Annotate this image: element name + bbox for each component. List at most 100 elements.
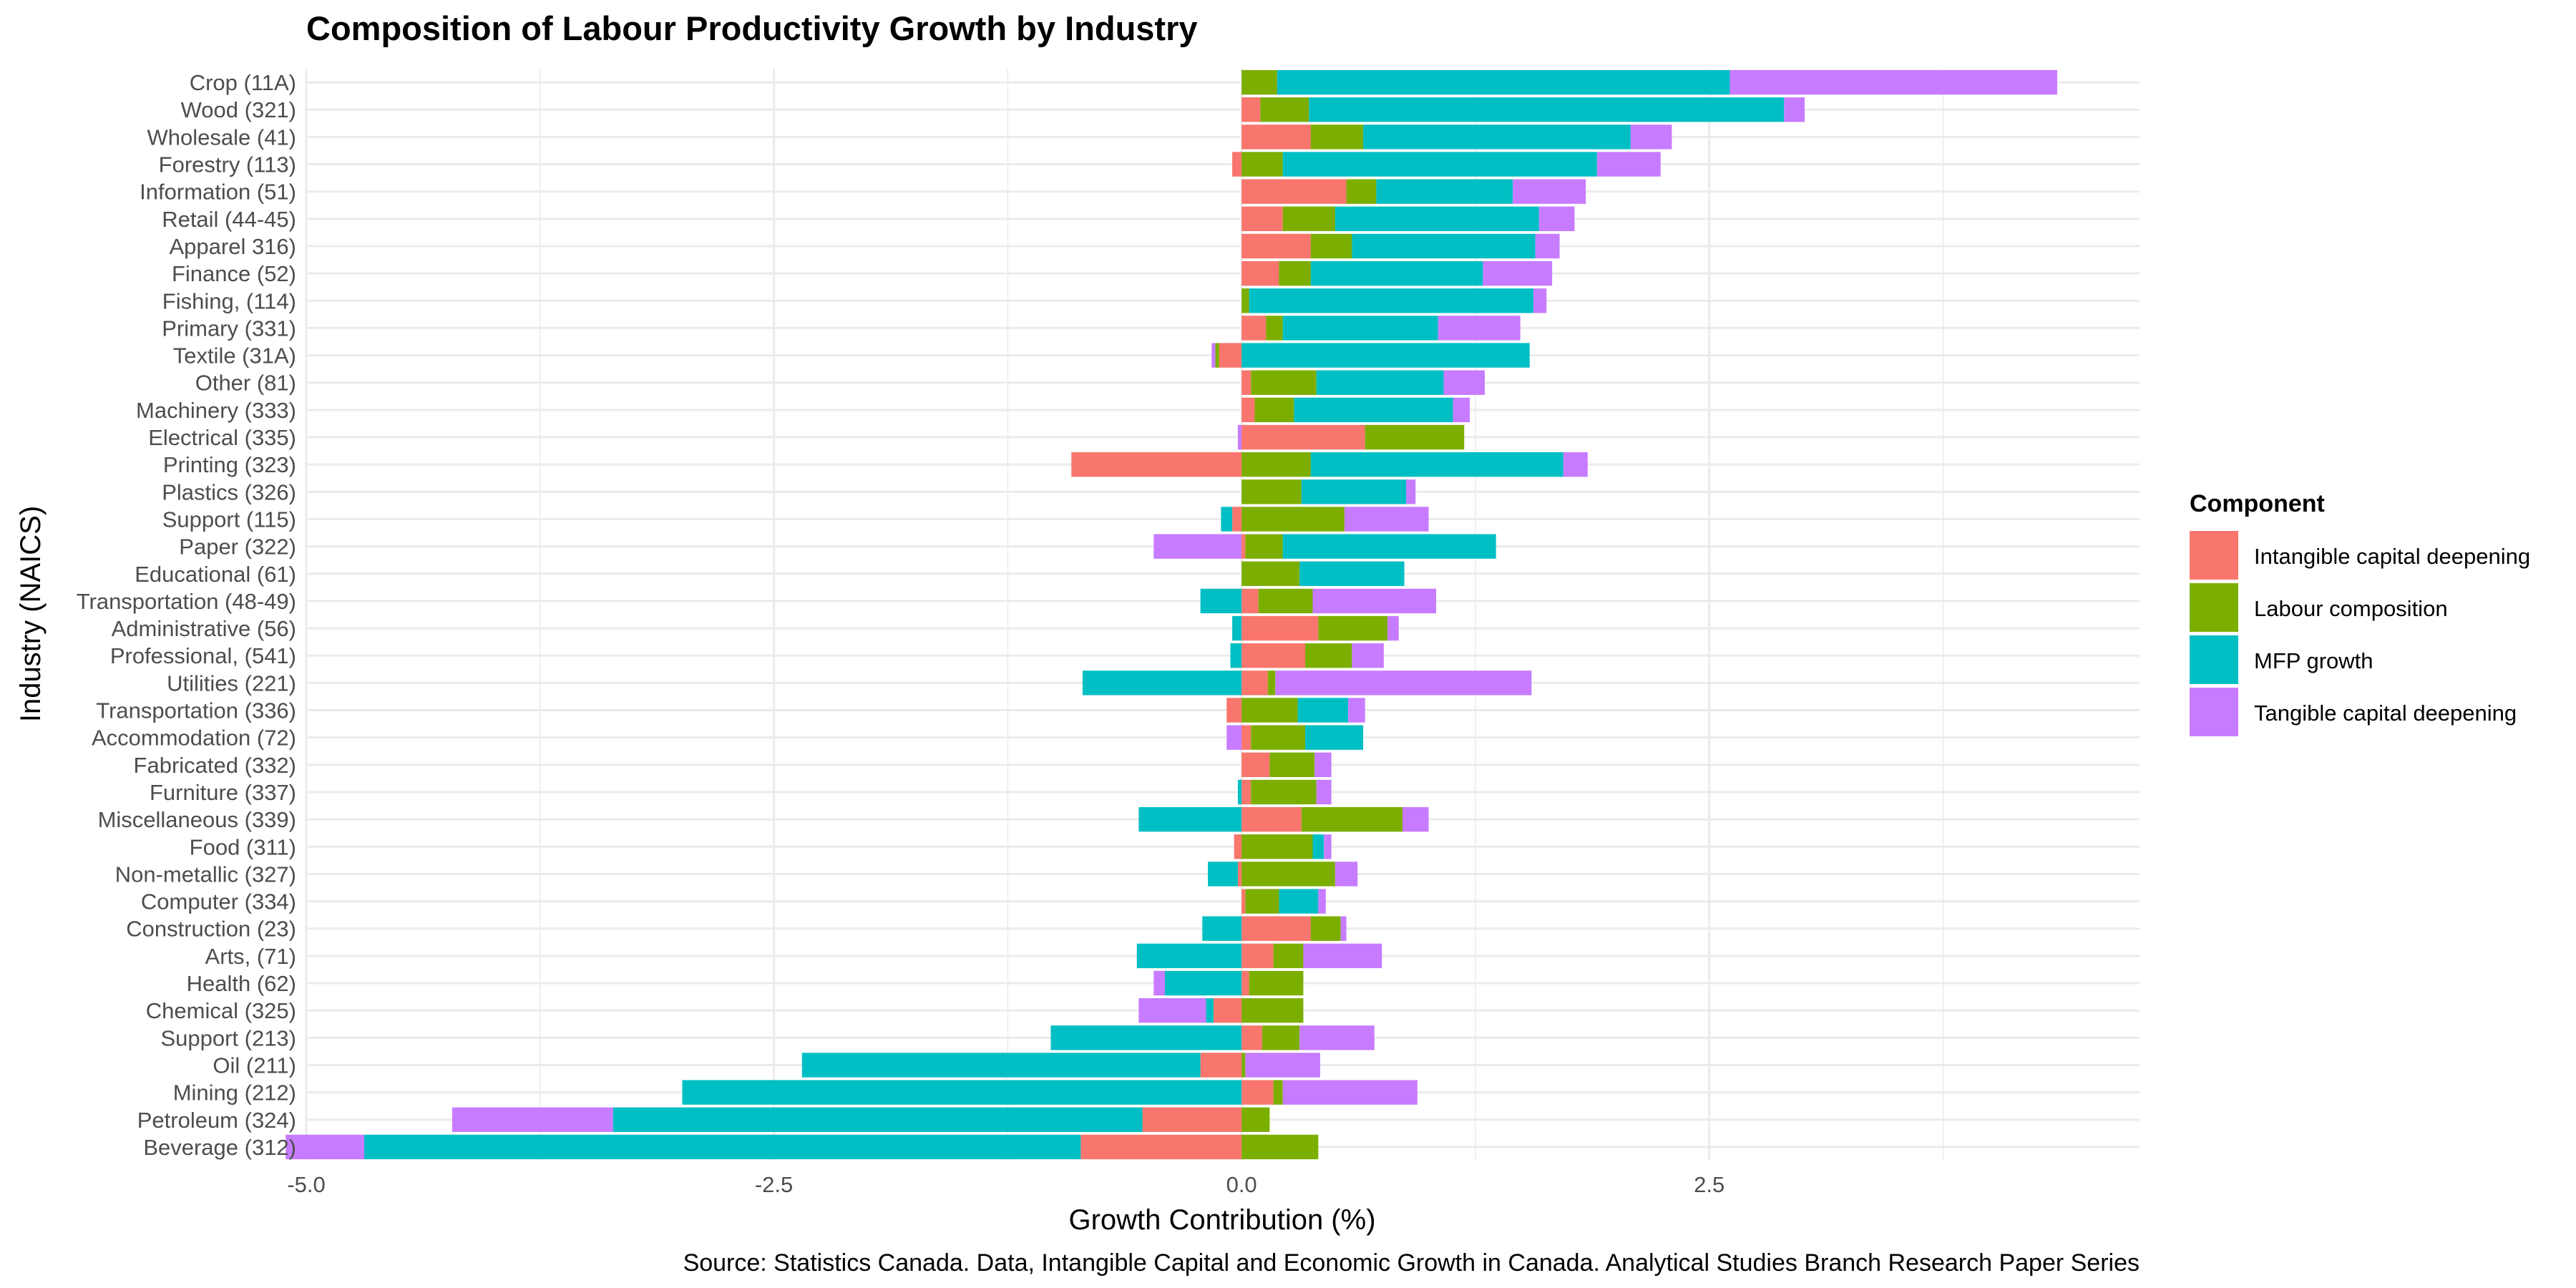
bar-tangible-capital-deepening-paper-322 <box>1153 534 1242 559</box>
y-tick-label: Construction (23) <box>126 917 296 942</box>
bar-labour-composition-construction-23 <box>1310 916 1341 941</box>
bar-tangible-capital-deepening-support-213 <box>1299 1025 1375 1050</box>
bar-mfp-growth-paper-322 <box>1282 534 1496 559</box>
bar-mfp-growth-other-81 <box>1316 370 1444 395</box>
bar-tangible-capital-deepening-oil-211 <box>1245 1053 1320 1078</box>
bar-intangible-capital-deepening-chemical-325 <box>1213 998 1242 1023</box>
y-tick-label: Support (115) <box>162 507 296 532</box>
y-tick-label: Professional, (541) <box>110 643 296 668</box>
bar-mfp-growth-transportation-336 <box>1297 698 1349 723</box>
bar-labour-composition-miscellaneous-339 <box>1301 806 1402 832</box>
bar-labour-composition-fabricated-332 <box>1269 752 1315 777</box>
y-tick-label: Wood (321) <box>181 97 296 122</box>
y-axis-tick-labels: Crop (11A)Wood (321) Wholesale (41)Forest… <box>77 70 296 1160</box>
y-tick-label: Printing (323) <box>163 452 296 477</box>
bar-mfp-growth-furniture-337 <box>1237 779 1242 805</box>
x-tick-label: 0.0 <box>1226 1172 1257 1197</box>
legend-key-intangible-capital-deepening <box>2190 531 2238 580</box>
bar-mfp-growth-primary-331 <box>1282 316 1438 341</box>
bar-intangible-capital-deepening-support-115 <box>1232 507 1242 532</box>
bar-labour-composition-support-213 <box>1262 1025 1300 1050</box>
bar-intangible-capital-deepening-utilities-221 <box>1241 670 1268 696</box>
legend-label-labour-composition: Labour composition <box>2254 596 2448 621</box>
bar-tangible-capital-deepening-furniture-337 <box>1316 779 1332 805</box>
bar-mfp-growth-educational-61 <box>1299 561 1405 586</box>
bar-tangible-capital-deepening-wood-321 <box>1784 97 1805 122</box>
bar-labour-composition-machinery-333 <box>1254 397 1294 423</box>
bar-labour-composition-mining-212 <box>1273 1080 1283 1105</box>
bar-intangible-capital-deepening-miscellaneous-339 <box>1241 806 1302 832</box>
y-tick-label: Fishing, (114) <box>162 288 296 313</box>
bar-labour-composition-retail-44-45 <box>1282 206 1335 231</box>
bar-labour-composition-fishing-114 <box>1241 288 1249 313</box>
y-tick-label: Mining (212) <box>173 1080 296 1106</box>
bar-intangible-capital-deepening-support-213 <box>1241 1025 1262 1050</box>
y-tick-label: Transportation (336) <box>96 698 296 723</box>
bar-tangible-capital-deepening-retail-44-45 <box>1538 206 1575 231</box>
bar-tangible-capital-deepening-accommodation-72 <box>1226 725 1242 750</box>
bar-labour-composition-transportation-336 <box>1241 698 1298 723</box>
bar-tangible-capital-deepening-fishing-114 <box>1533 288 1547 313</box>
bar-tangible-capital-deepening-other-81 <box>1443 370 1485 395</box>
y-tick-label: Furniture (337) <box>150 780 296 805</box>
bar-mfp-growth-support-213 <box>1050 1025 1242 1050</box>
bar-labour-composition-utilities-221 <box>1267 670 1276 696</box>
y-tick-label: Utilities (221) <box>167 670 296 696</box>
bar-intangible-capital-deepening-administrative-56 <box>1241 615 1319 641</box>
bar-tangible-capital-deepening-textile-31a <box>1211 343 1216 368</box>
bar-mfp-growth-plastics-326 <box>1301 479 1407 504</box>
bar-tangible-capital-deepening-health-62 <box>1153 970 1165 996</box>
bar-mfp-growth-professional-541 <box>1230 643 1242 668</box>
bars <box>286 69 2057 1160</box>
y-tick-label: Machinery (333) <box>136 398 296 423</box>
bar-mfp-growth-apparel-316 <box>1352 233 1536 259</box>
bar-intangible-capital-deepening-mining-212 <box>1241 1080 1274 1105</box>
bar-mfp-growth-chemical-325 <box>1206 998 1214 1023</box>
y-tick-label: Computer (334) <box>141 889 296 914</box>
y-tick-label: Fabricated (332) <box>134 753 296 778</box>
bar-intangible-capital-deepening-construction-23 <box>1241 916 1311 941</box>
y-tick-label: Arts, (71) <box>205 944 296 969</box>
legend-key-labour-composition <box>2190 583 2238 632</box>
bar-mfp-growth-fishing-114 <box>1249 288 1533 313</box>
bar-tangible-capital-deepening-chemical-325 <box>1138 998 1206 1023</box>
bar-mfp-growth-accommodation-72 <box>1305 725 1364 750</box>
bar-tangible-capital-deepening-utilities-221 <box>1275 670 1532 696</box>
bar-mfp-growth-support-115 <box>1221 507 1233 532</box>
y-tick-label: Textile (31A) <box>173 343 296 369</box>
y-tick-label: Chemical (325) <box>146 998 296 1023</box>
bar-mfp-growth-administrative-56 <box>1232 615 1242 641</box>
bar-labour-composition-printing-323 <box>1241 452 1311 477</box>
bar-labour-composition-other-81 <box>1251 370 1317 395</box>
bar-intangible-capital-deepening-machinery-333 <box>1241 397 1255 423</box>
x-tick-label: -5.0 <box>287 1172 325 1197</box>
bar-intangible-capital-deepening-non-metallic-327 <box>1237 862 1242 887</box>
bar-mfp-growth-petroleum-324 <box>613 1107 1143 1132</box>
bar-tangible-capital-deepening-electrical-335 <box>1237 424 1242 450</box>
chart-title: Composition of Labour Productivity Growt… <box>306 9 1198 47</box>
bar-intangible-capital-deepening-transportation-336 <box>1226 698 1242 723</box>
bar-labour-composition-petroleum-324 <box>1241 1107 1270 1132</box>
bar-labour-composition-non-metallic-327 <box>1241 862 1335 887</box>
bar-mfp-growth-finance-52 <box>1310 260 1483 286</box>
legend: Component Intangible capital deepening La… <box>2190 490 2530 736</box>
y-tick-label: Forestry (113) <box>159 152 296 177</box>
bar-intangible-capital-deepening-other-81 <box>1241 370 1252 395</box>
bar-labour-composition-electrical-335 <box>1365 424 1465 450</box>
y-tick-label: Oil (211) <box>213 1053 296 1078</box>
y-tick-label: Health (62) <box>187 971 296 996</box>
bar-intangible-capital-deepening-electrical-335 <box>1241 424 1365 450</box>
bar-labour-composition-plastics-326 <box>1241 479 1302 504</box>
bar-labour-composition-wood-321 <box>1260 97 1309 122</box>
y-tick-label: Primary (331) <box>162 316 296 341</box>
y-tick-label: Other (81) <box>195 371 296 396</box>
bar-intangible-capital-deepening-primary-331 <box>1241 316 1267 341</box>
bar-intangible-capital-deepening-information-51 <box>1241 179 1347 204</box>
bar-labour-composition-support-115 <box>1241 507 1345 532</box>
bar-intangible-capital-deepening-paper-322 <box>1241 534 1246 559</box>
legend-title: Component <box>2190 490 2325 517</box>
bar-labour-composition-oil-211 <box>1241 1053 1246 1078</box>
bar-tangible-capital-deepening-miscellaneous-339 <box>1402 806 1429 832</box>
source-caption: Source: Statistics Canada. Data, Intangi… <box>683 1249 2140 1277</box>
bar-mfp-growth-construction-23 <box>1202 916 1242 941</box>
